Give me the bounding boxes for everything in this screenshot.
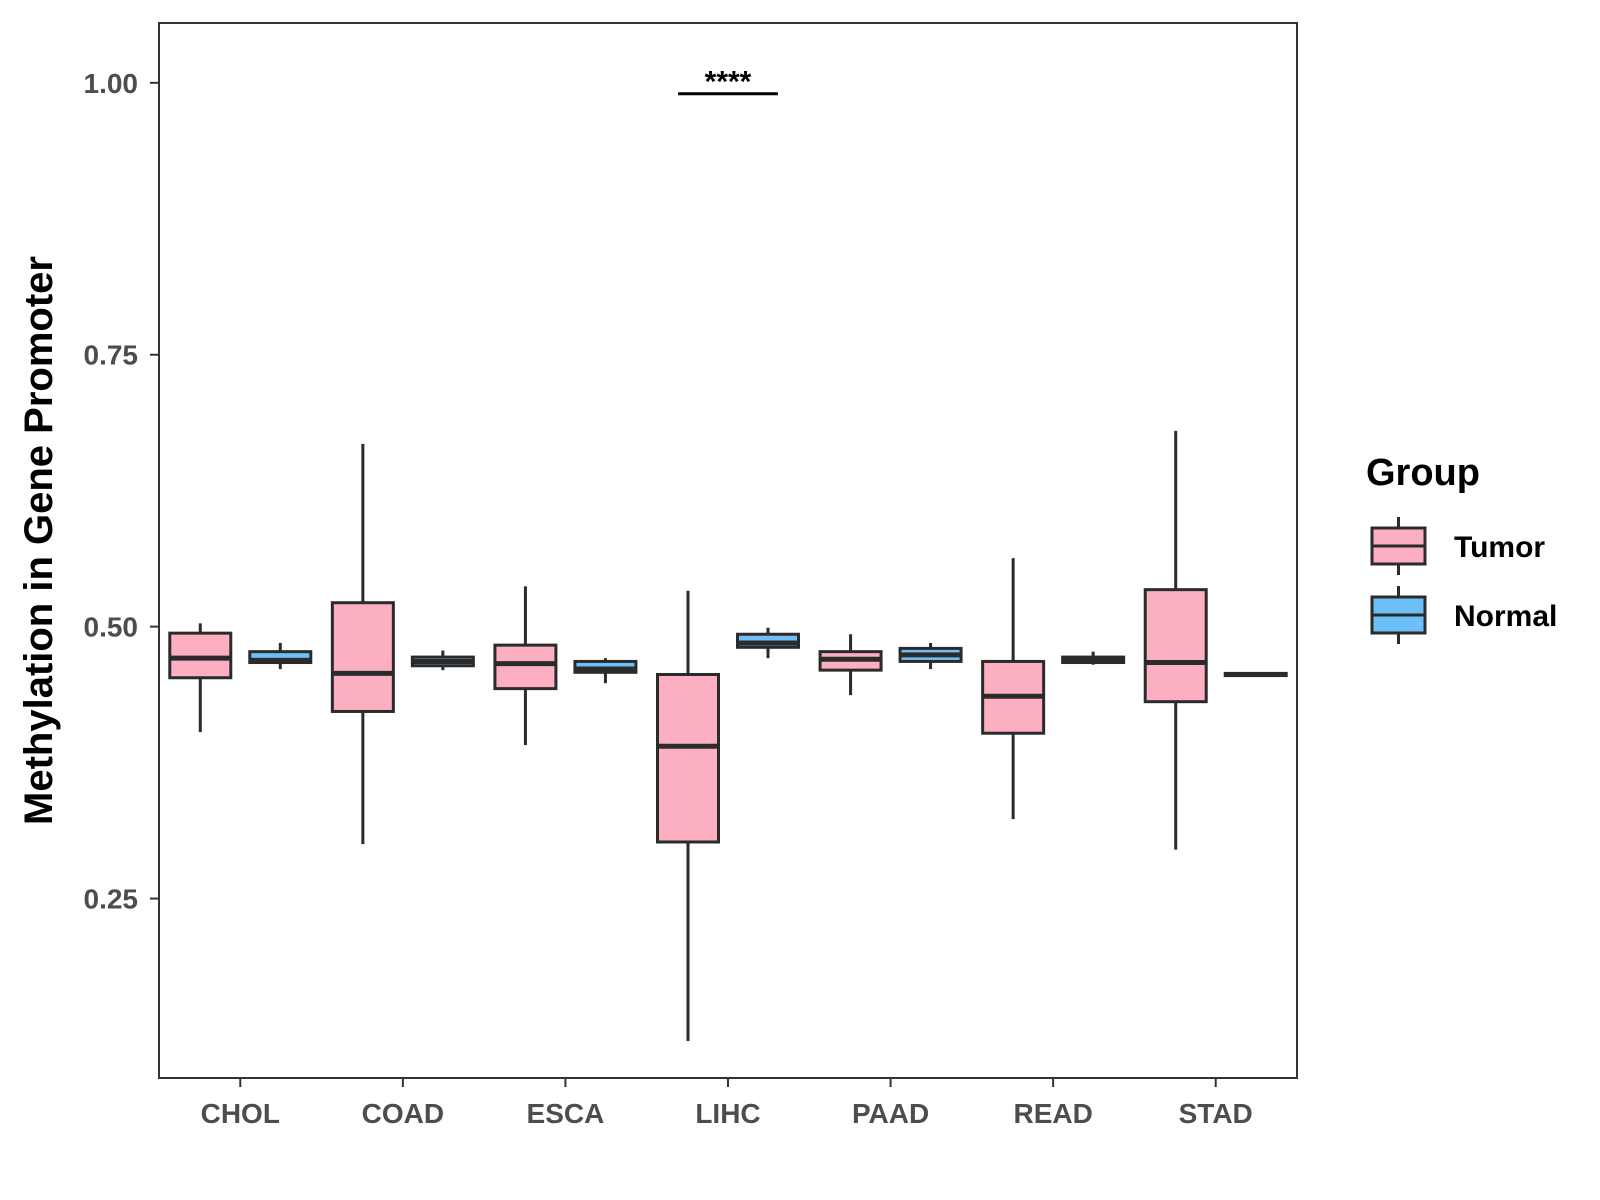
x-tick-label: CHOL [201,1098,280,1129]
x-tick-label: PAAD [852,1098,929,1129]
legend-label-tumor: Tumor [1454,531,1545,564]
legend: Group Tumor Normal [1366,452,1557,644]
x-tick-label: READ [1013,1098,1092,1129]
box-tumor-chol [168,623,233,733]
legend-title: Group [1366,452,1480,494]
x-tick-label: STAD [1179,1098,1253,1129]
box-body [168,631,233,680]
box-tumor-lihc [656,590,720,1042]
y-tick-label: 0.50 [84,612,139,643]
x-tick-label: LIHC [695,1098,760,1129]
y-tick-label: 0.25 [84,884,139,915]
box-tumor-paad [818,634,883,696]
box-tumor-esca [493,586,558,746]
y-axis: 0.25 0.50 0.75 1.00 [84,68,159,915]
box-body [493,643,558,691]
box-tumor-coad [330,443,395,845]
box-body [656,672,720,844]
x-tick-label: COAD [362,1098,444,1129]
legend-item-tumor: Tumor [1370,517,1545,575]
legend-label-normal: Normal [1454,600,1557,633]
box-body [330,601,395,713]
x-axis: CHOL COAD ESCA LIHC PAAD READ STAD [201,1078,1253,1129]
plot-panel [158,22,1298,1079]
significance-label: **** [705,66,752,99]
y-tick-label: 0.75 [84,340,139,371]
box-normal-esca [573,658,638,684]
y-tick-label: 1.00 [84,68,139,99]
legend-item-normal: Normal [1370,586,1557,644]
boxplot-marks [168,430,1288,1042]
box-tumor-stad [1143,430,1208,850]
box-normal-lihc [736,627,800,659]
significance-annotations: **** [678,66,778,99]
box-body [1143,588,1208,704]
box-normal-chol [248,642,313,670]
box-normal-coad [410,650,475,671]
x-tick-label: ESCA [527,1098,605,1129]
box-normal-paad [898,642,963,670]
box-normal-read [1061,651,1126,665]
box-tumor-read [981,558,1046,820]
y-axis-title: Methylation in Gene Promoter [17,256,61,825]
box-normal-stad [1223,671,1288,678]
